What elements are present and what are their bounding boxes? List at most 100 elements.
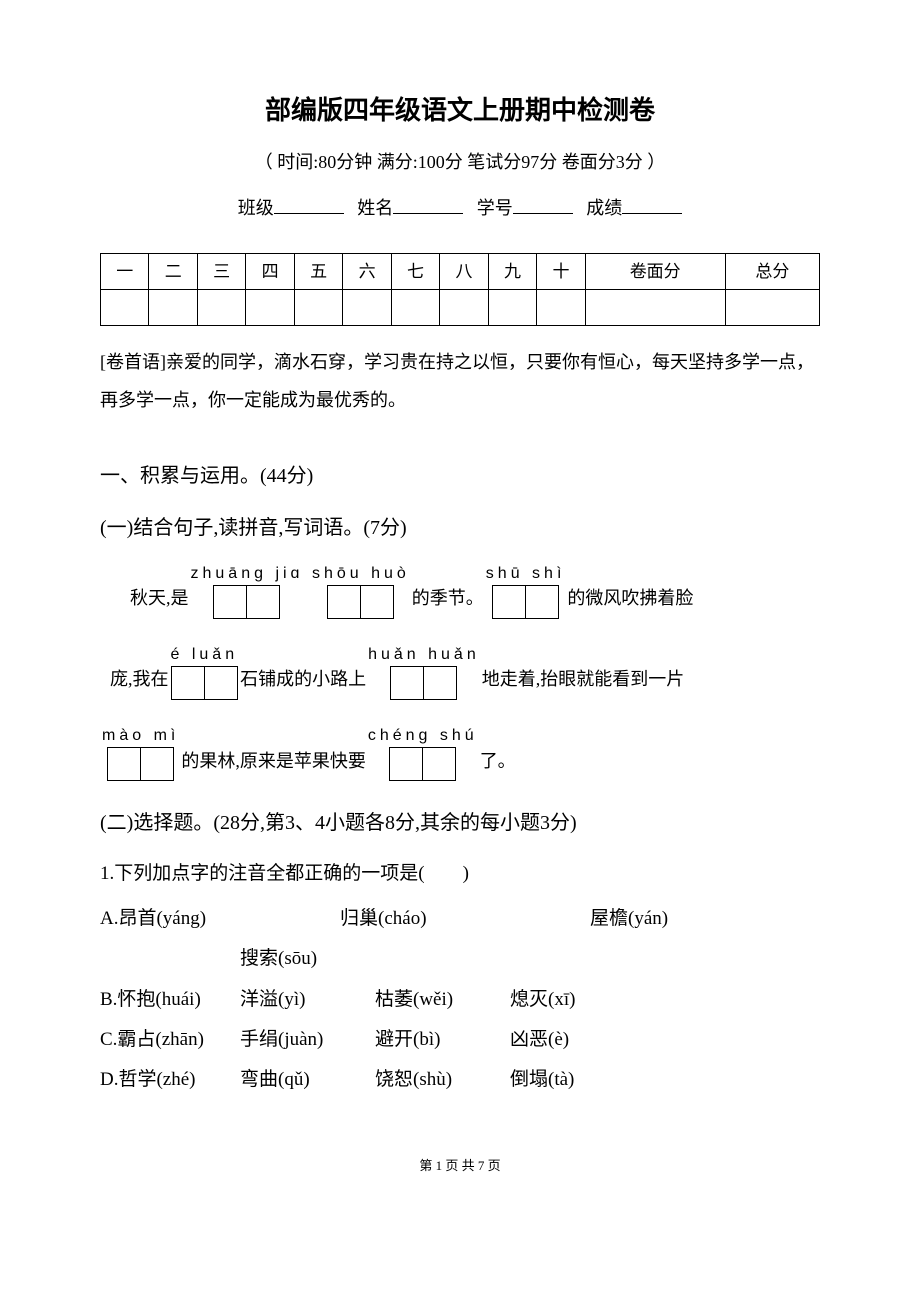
char-box[interactable] [492,585,526,619]
option-b-3: 枯萎(wěi) [375,985,510,1015]
score-cell[interactable] [391,290,439,326]
option-row: B.怀抱(huái) 洋溢(yì) 枯萎(wěi) 熄灭(xī) [100,985,820,1015]
option-c-3: 避开(bì) [375,1025,510,1055]
option-b-2: 洋溢(yì) [240,985,375,1015]
option-c-4: 凶恶(è) [510,1025,645,1055]
char-box[interactable] [140,747,174,781]
score-cell[interactable] [101,290,149,326]
subsection-heading: (一)结合句子,读拼音,写词语。(7分) [100,512,820,544]
fill-row: 秋天,是 zhuāng jiɑ shōu huò 的季节。 shū shì 的微… [100,564,820,619]
fill-text: 石铺成的小路上 [240,665,366,700]
char-box[interactable] [204,666,238,700]
score-header: 八 [440,254,488,290]
fill-row: 庞,我在 é luǎn 石铺成的小路上 huǎn huǎn 地走着,抬眼就能看到… [100,645,820,700]
table-row [101,290,820,326]
fill-text: 的果林,原来是苹果快要 [181,747,366,782]
pinyin-label: é luǎn [171,645,239,664]
pinyin-box-group: chéng shú [368,726,478,781]
class-blank[interactable] [274,196,344,214]
score-table: 一 二 三 四 五 六 七 八 九 十 卷面分 总分 [100,253,820,326]
class-label: 班级 [238,198,274,218]
fill-text: 了。 [480,747,516,782]
score-header: 二 [149,254,197,290]
fill-text: 地走着,抬眼就能看到一片 [482,665,685,700]
pinyin-label: huǎn huǎn [368,645,480,664]
char-box[interactable] [171,666,205,700]
page-title: 部编版四年级语文上册期中检测卷 [100,90,820,132]
score-label: 成绩 [586,198,622,218]
option-c[interactable]: C.霸占(zhān) [100,1025,240,1055]
score-header: 五 [294,254,342,290]
info-line: 班级 姓名 学号 成绩 [100,194,820,223]
score-header: 六 [343,254,391,290]
question-text: 1.下列加点字的注音全都正确的一项是( ) [100,859,820,889]
fill-text [305,584,310,619]
score-cell[interactable] [725,290,819,326]
option-a-2: 归巢(cháo) [340,904,590,934]
fill-text: 庞,我在 [110,665,169,700]
score-cell[interactable] [294,290,342,326]
score-cell[interactable] [246,290,294,326]
pinyin-box-group: zhuāng jiɑ [191,564,304,619]
pinyin-box-group: shū shì [486,564,566,619]
option-b-4: 熄灭(xī) [510,985,645,1015]
score-cell[interactable] [488,290,536,326]
name-blank[interactable] [393,196,463,214]
char-box[interactable] [213,585,247,619]
score-header: 总分 [725,254,819,290]
char-box[interactable] [389,747,423,781]
pinyin-box-group: huǎn huǎn [368,645,480,700]
id-label: 学号 [477,198,513,218]
score-header: 一 [101,254,149,290]
fill-text: 的微风吹拂着脸 [567,584,693,619]
score-header: 三 [197,254,245,290]
option-a[interactable]: A.昂首(yáng) [100,904,340,934]
fill-row: mào mì 的果林,原来是苹果快要 chéng shú 了。 [100,726,820,781]
char-box[interactable] [422,747,456,781]
option-row: C.霸占(zhān) 手绢(juàn) 避开(bì) 凶恶(è) [100,1025,820,1055]
pinyin-box-group: é luǎn [171,645,239,700]
name-label: 姓名 [357,198,393,218]
char-box[interactable] [107,747,141,781]
score-cell[interactable] [585,290,725,326]
score-header: 卷面分 [585,254,725,290]
score-header: 十 [537,254,585,290]
fill-text: 的季节。 [412,584,484,619]
intro-text: [卷首语]亲爱的同学，滴水石穿，学习贵在持之以恒，只要你有恒心，每天坚持多学一点… [100,344,820,420]
subsection-heading: (二)选择题。(28分,第3、4小题各8分,其余的每小题3分) [100,807,820,839]
pinyin-label: mào mì [102,726,179,745]
score-cell[interactable] [343,290,391,326]
pinyin-label: shōu huò [312,564,410,583]
option-row: A.昂首(yáng) 归巢(cháo) 屋檐(yán) [100,904,820,934]
table-row: 一 二 三 四 五 六 七 八 九 十 卷面分 总分 [101,254,820,290]
section-heading: 一、积累与运用。(44分) [100,460,820,492]
score-cell[interactable] [197,290,245,326]
page-footer: 第 1 页 共 7 页 [100,1156,820,1177]
score-cell[interactable] [149,290,197,326]
option-d[interactable]: D.哲学(zhé) [100,1065,240,1095]
fill-text: 秋天,是 [130,584,189,619]
score-cell[interactable] [537,290,585,326]
pinyin-label: shū shì [486,564,566,583]
id-blank[interactable] [513,196,573,214]
char-box[interactable] [327,585,361,619]
char-box[interactable] [525,585,559,619]
option-c-2: 手绢(juàn) [240,1025,375,1055]
char-box[interactable] [360,585,394,619]
pinyin-box-group: shōu huò [312,564,410,619]
score-cell[interactable] [440,290,488,326]
subtitle: （ 时间:80分钟 满分:100分 笔试分97分 卷面分3分 ） [100,148,820,177]
score-header: 九 [488,254,536,290]
char-box[interactable] [423,666,457,700]
score-blank[interactable] [622,196,682,214]
option-row: 搜索(sōu) [100,944,820,974]
char-box[interactable] [246,585,280,619]
option-d-2: 弯曲(qǔ) [240,1065,375,1095]
option-row: D.哲学(zhé) 弯曲(qǔ) 饶恕(shù) 倒塌(tà) [100,1065,820,1095]
char-box[interactable] [390,666,424,700]
option-a-3: 屋檐(yán) [590,904,725,934]
pinyin-label: chéng shú [368,726,478,745]
score-header: 七 [391,254,439,290]
option-b[interactable]: B.怀抱(huái) [100,985,240,1015]
option-d-3: 饶恕(shù) [375,1065,510,1095]
